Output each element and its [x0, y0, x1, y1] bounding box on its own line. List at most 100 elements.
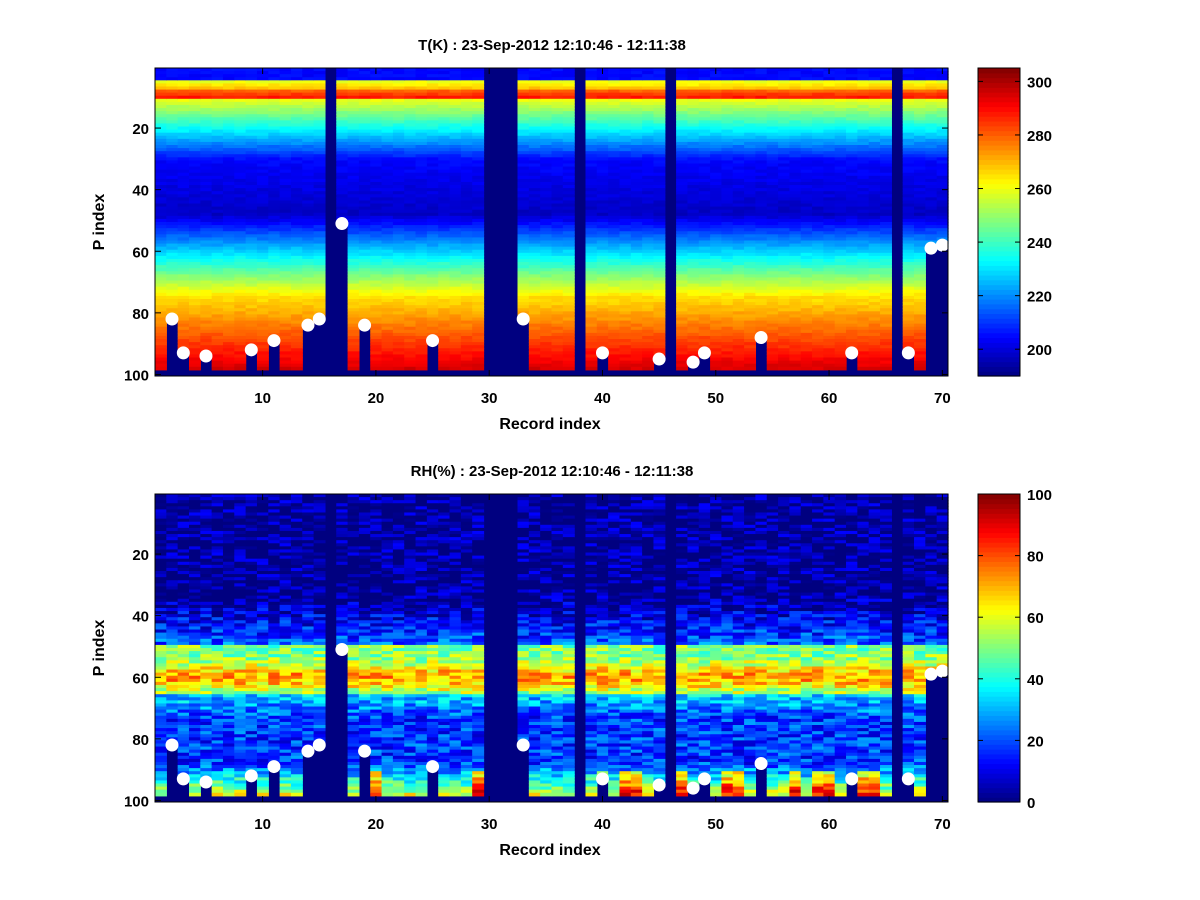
heatmap-cell [302, 188, 315, 192]
heatmap-cell [642, 265, 655, 269]
heatmap-cell [676, 308, 689, 312]
heatmap-cell [732, 292, 745, 297]
heatmap-cell [347, 212, 360, 217]
heatmap-cell [789, 262, 802, 266]
heatmap-cell [336, 163, 349, 168]
heatmap-cell [676, 71, 689, 75]
heatmap-cell [540, 348, 553, 352]
heatmap-cell [540, 339, 553, 343]
heatmap-cell [313, 89, 326, 94]
heatmap-cell [528, 308, 541, 312]
heatmap-cell [313, 154, 326, 158]
heatmap-cell [778, 74, 790, 78]
heatmap-cell [732, 135, 745, 140]
heatmap-cell [698, 231, 711, 235]
heatmap-cell [562, 271, 575, 275]
heatmap-cell [392, 89, 405, 94]
heatmap-cell [460, 308, 473, 312]
heatmap-cell [313, 148, 326, 152]
heatmap-cell [676, 197, 689, 202]
heatmap-cell [211, 286, 224, 291]
heatmap-cell [744, 299, 757, 303]
heatmap-cell [370, 228, 383, 232]
heatmap-cell [596, 163, 609, 168]
heatmap-cell [778, 299, 790, 303]
heatmap-cell [404, 237, 417, 242]
heatmap-cell [551, 262, 564, 266]
heatmap-cell [381, 332, 394, 337]
heatmap-cell [290, 80, 303, 84]
heatmap-cell [540, 335, 553, 340]
heatmap-cell [392, 277, 405, 282]
heatmap-cell [188, 357, 201, 362]
heatmap-cell [608, 157, 621, 161]
heatmap-cell [653, 317, 666, 322]
heatmap-cell [302, 138, 315, 143]
heatmap-cell [415, 141, 428, 146]
heatmap-cell [313, 129, 326, 134]
heatmap-cell [551, 151, 564, 155]
heatmap-cell [596, 77, 609, 81]
heatmap-cell [653, 311, 666, 315]
heatmap-cell [245, 111, 258, 115]
heatmap-cell [256, 141, 269, 146]
heatmap-cell [177, 157, 190, 161]
heatmap-cell [268, 323, 281, 328]
heatmap-cell [528, 274, 541, 279]
heatmap-cell [744, 243, 757, 248]
heatmap-cell [789, 363, 802, 368]
heatmap-cell [528, 83, 541, 88]
heatmap-cell [789, 138, 802, 143]
heatmap-cell [302, 141, 315, 146]
heatmap-cell [812, 148, 824, 152]
heatmap-cell [642, 249, 655, 254]
heatmap-cell [166, 172, 179, 177]
heatmap-cell [200, 311, 213, 315]
heatmap-cell [766, 237, 779, 242]
heatmap-cell [188, 354, 201, 359]
heatmap-cell [438, 132, 451, 137]
heatmap-cell [653, 252, 666, 257]
heatmap-cell [268, 197, 281, 202]
heatmap-cell [721, 292, 734, 297]
heatmap-cell [234, 320, 247, 325]
heatmap-cell [744, 74, 757, 78]
heatmap-cell [721, 200, 734, 205]
heatmap-cell [347, 295, 360, 300]
heatmap-cell [358, 138, 371, 143]
heatmap-cell [200, 188, 213, 192]
heatmap-cell [313, 231, 326, 235]
heatmap-cell [596, 299, 609, 303]
heatmap-cell [540, 357, 553, 362]
heatmap-cell [234, 95, 247, 100]
heatmap-cell [472, 305, 485, 309]
heatmap-cell [155, 114, 167, 118]
heatmap-cell [710, 218, 723, 223]
heatmap-cell [676, 206, 689, 211]
heatmap-cell [642, 148, 655, 152]
heatmap-cell [392, 265, 405, 269]
heatmap-cell [698, 89, 711, 94]
heatmap-cell [766, 249, 779, 254]
heatmap-cell [177, 237, 190, 242]
heatmap-cell [460, 80, 473, 84]
heatmap-cell [177, 169, 190, 174]
heatmap-cell [721, 218, 734, 223]
heatmap-cell [812, 274, 824, 279]
heatmap-cell [268, 246, 281, 251]
heatmap-cell [585, 311, 598, 315]
heatmap-cell [358, 215, 371, 220]
heatmap-cell [313, 68, 326, 72]
heatmap-cell [653, 80, 666, 84]
heatmap-cell [778, 240, 790, 245]
heatmap-cell [630, 157, 643, 161]
heatmap-cell [562, 117, 575, 121]
heatmap-cell [800, 108, 813, 112]
heatmap-cell [313, 305, 326, 309]
heatmap-cell [619, 292, 632, 297]
heatmap-cell [188, 172, 201, 177]
heatmap-cell [789, 172, 802, 177]
heatmap-cell [528, 126, 541, 131]
heatmap-cell [630, 354, 643, 359]
heatmap-cell [676, 123, 689, 128]
